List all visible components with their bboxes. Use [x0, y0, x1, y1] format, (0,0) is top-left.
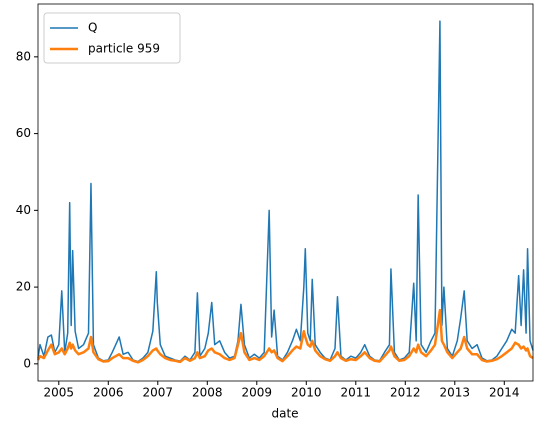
- legend-box: [43, 12, 181, 64]
- series-line: [37, 20, 534, 363]
- legend-label: Q: [88, 21, 97, 35]
- x-tick-label: 2005: [44, 386, 75, 400]
- x-tick-label: 2009: [242, 386, 273, 400]
- y-tick-label: 40: [16, 203, 31, 217]
- y-tick-label: 80: [16, 49, 31, 63]
- x-tick-label: 2012: [390, 386, 421, 400]
- legend-label: particle 959: [88, 42, 160, 56]
- plot-frame: [37, 3, 534, 382]
- y-tick-label: 0: [23, 356, 31, 370]
- x-tick-label: 2006: [93, 386, 124, 400]
- x-axis-label: date: [271, 407, 298, 421]
- x-tick-label: 2008: [192, 386, 223, 400]
- x-tick-label: 2010: [291, 386, 322, 400]
- x-tick-label: 2014: [489, 386, 520, 400]
- x-tick-label: 2007: [143, 386, 174, 400]
- y-tick-label: 20: [16, 280, 31, 294]
- y-tick-label: 60: [16, 126, 31, 140]
- x-tick-label: 2011: [341, 386, 372, 400]
- x-tick-label: 2013: [440, 386, 471, 400]
- series-line: [36, 308, 534, 364]
